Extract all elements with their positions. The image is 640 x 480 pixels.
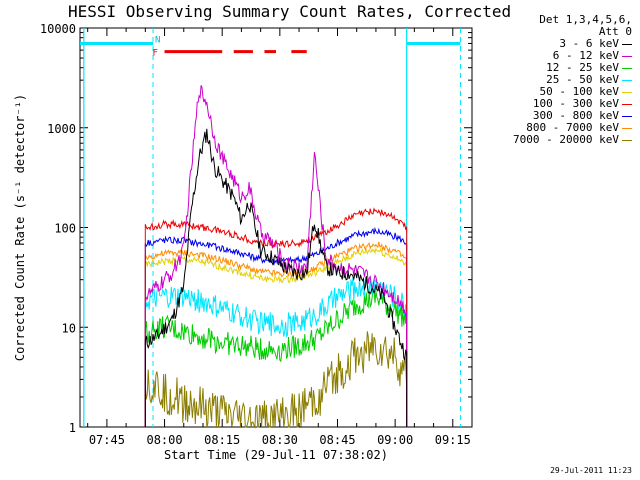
series-line-7 bbox=[144, 241, 408, 427]
legend-item: 12 - 25 keV bbox=[476, 62, 632, 74]
legend-swatch bbox=[622, 127, 632, 129]
legend-label: 12 - 25 keV bbox=[546, 61, 619, 74]
legend-item: 25 - 50 keV bbox=[476, 74, 632, 86]
legend-rows: 3 - 6 keV 6 - 12 keV 12 - 25 keV 25 - 50 ke… bbox=[476, 38, 632, 146]
legend-item: 800 - 7000 keV bbox=[476, 122, 632, 134]
y-tick-label-2: 100 bbox=[54, 222, 76, 236]
chart-title: HESSI Observing Summary Count Rates, Cor… bbox=[68, 2, 512, 21]
flare-label: F bbox=[153, 49, 158, 59]
legend-item: 300 - 800 keV bbox=[476, 110, 632, 122]
plot-frame bbox=[79, 27, 473, 428]
legend-swatch bbox=[622, 43, 632, 45]
x-tick-label-6: 09:15 bbox=[435, 433, 471, 447]
legend-label: 300 - 800 keV bbox=[532, 109, 619, 122]
legend-item: 6 - 12 keV bbox=[476, 50, 632, 62]
legend-swatch bbox=[622, 79, 632, 81]
legend-swatch bbox=[622, 139, 632, 141]
legend-swatch bbox=[622, 91, 632, 93]
series-line-3 bbox=[144, 277, 408, 427]
x-tick-label-1: 08:00 bbox=[146, 433, 182, 447]
x-tick-label-2: 08:15 bbox=[204, 433, 240, 447]
legend-swatch bbox=[622, 115, 632, 117]
series-line-0 bbox=[144, 128, 408, 427]
y-axis-label: Corrected Count Rate (s⁻¹ detector⁻¹) bbox=[13, 94, 27, 361]
footer-timestamp: 29-Jul-2011 11:23 bbox=[550, 466, 632, 475]
series-line-4 bbox=[144, 247, 408, 427]
legend-label: 3 - 6 keV bbox=[559, 37, 619, 50]
legend-label: 50 - 100 keV bbox=[539, 85, 619, 98]
legend-header-line1: Det 1,3,4,5,6, bbox=[539, 13, 632, 26]
legend-item: 7000 - 20000 keV bbox=[476, 134, 632, 146]
legend-item: 100 - 300 keV bbox=[476, 98, 632, 110]
legend-label: 800 - 7000 keV bbox=[526, 121, 619, 134]
legend-item: 3 - 6 keV bbox=[476, 38, 632, 50]
legend-label: 25 - 50 keV bbox=[546, 73, 619, 86]
y-tick-label-0: 1 bbox=[69, 421, 76, 435]
legend-item: 50 - 100 keV bbox=[476, 86, 632, 98]
series-line-5 bbox=[144, 207, 408, 427]
night-label: N bbox=[155, 35, 160, 45]
legend-swatch bbox=[622, 55, 632, 57]
y-tick-label-3: 1000 bbox=[47, 122, 76, 136]
y-tick-label-1: 10 bbox=[62, 321, 76, 335]
series-line-2 bbox=[144, 288, 408, 427]
chart-legend: Det 1,3,4,5,6, Att 0 3 - 6 keV 6 - 12 keV… bbox=[476, 14, 632, 146]
x-tick-label-0: 07:45 bbox=[89, 433, 125, 447]
legend-swatch bbox=[622, 67, 632, 69]
x-tick-label-5: 09:00 bbox=[377, 433, 413, 447]
legend-label: 7000 - 20000 keV bbox=[513, 133, 619, 146]
x-axis-label: Start Time (29-Jul-11 07:38:02) bbox=[164, 448, 388, 462]
x-tick-label-4: 08:45 bbox=[319, 433, 355, 447]
y-tick-label-4: 10000 bbox=[40, 22, 76, 36]
x-tick-label-3: 08:30 bbox=[262, 433, 298, 447]
legend-label: 100 - 300 keV bbox=[532, 97, 619, 110]
series-line-1 bbox=[144, 85, 408, 427]
legend-header-line2: Att 0 bbox=[598, 25, 632, 38]
legend-swatch bbox=[622, 103, 632, 105]
legend-label: 6 - 12 keV bbox=[552, 49, 619, 62]
series-line-8 bbox=[144, 331, 408, 429]
